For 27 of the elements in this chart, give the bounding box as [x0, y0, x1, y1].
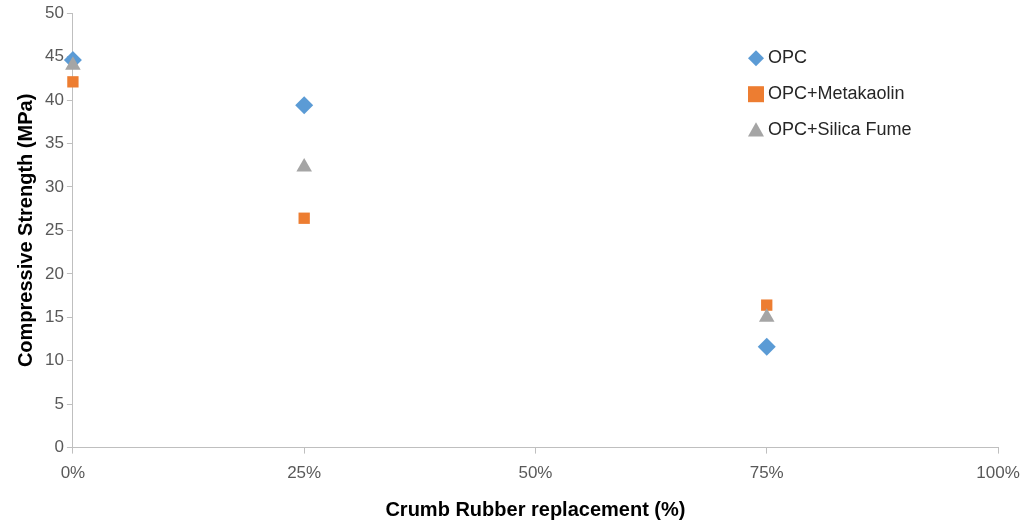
point	[67, 76, 79, 88]
legend-label: OPC+Silica Fume	[768, 119, 912, 140]
legend-label: OPC+Metakaolin	[768, 83, 905, 104]
y-tick-label: 35	[44, 133, 64, 153]
x-tick-label: 25%	[287, 463, 322, 483]
y-axis-title: Compressive Strength (MPa)	[13, 93, 36, 368]
point	[757, 337, 776, 356]
y-tick-label: 10	[44, 350, 64, 370]
point	[298, 212, 310, 224]
x-axis-title: Crumb Rubber replacement (%)	[385, 497, 686, 520]
y-tick-label: 15	[44, 306, 64, 326]
y-tick-label: 30	[44, 176, 64, 196]
y-tick-label: 50	[44, 2, 64, 22]
point	[758, 308, 775, 322]
x-tick-label: 75%	[749, 463, 784, 483]
x-tick-label: 50%	[518, 463, 553, 483]
legend-label: OPC	[768, 47, 808, 68]
y-tick-label: 5	[54, 393, 64, 413]
point	[295, 96, 314, 115]
y-tick-label: 20	[44, 263, 64, 283]
y-tick-label: 25	[44, 220, 64, 240]
x-tick-label: 0%	[60, 463, 86, 483]
y-tick-label: 40	[44, 89, 64, 109]
y-tick-label: 0	[54, 437, 64, 457]
point	[761, 299, 773, 311]
y-tick-label: 45	[44, 46, 64, 66]
x-tick-label: 100%	[976, 463, 1020, 483]
